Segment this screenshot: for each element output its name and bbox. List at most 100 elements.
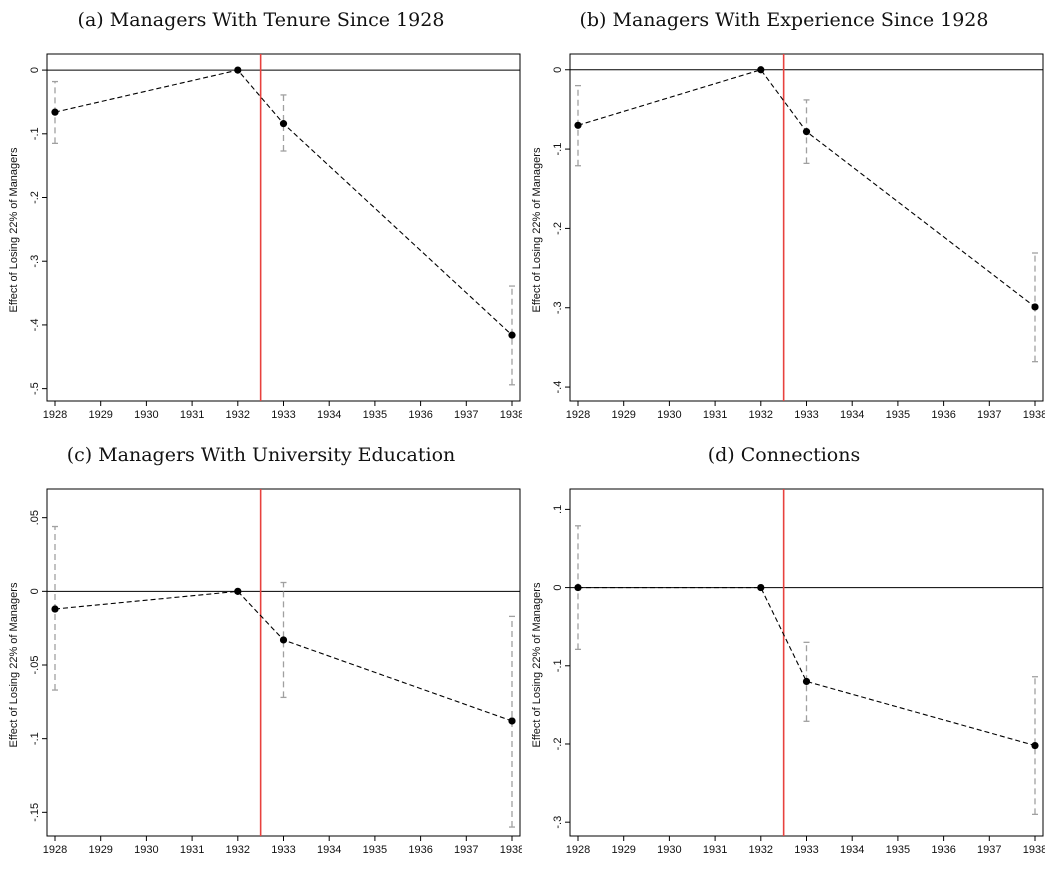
panel-d: (d) Connections 1928 1929 1930 1931 1932 1933…	[523, 435, 1045, 870]
y-tick-label: -.3	[552, 816, 564, 829]
data-point	[279, 636, 288, 644]
x-tick-label: 1932	[749, 844, 773, 856]
x-tick-label: 1937	[977, 844, 1001, 856]
y-tick-label: -.1	[552, 143, 564, 156]
x-tick-label: 1938	[500, 844, 522, 856]
x-tick-label: 1928	[566, 844, 590, 856]
x-tick-label: 1931	[180, 844, 204, 856]
x-tick-label: 1929	[611, 844, 635, 856]
data-point	[802, 128, 811, 136]
y-tick-label: .1	[552, 505, 564, 514]
data-point	[574, 121, 582, 129]
y-axis-title: Effect of Losing 22% of Managers	[531, 147, 543, 312]
y-tick-label: -.2	[29, 191, 41, 204]
y-axis-title: Effect of Losing 22% of Managers	[8, 582, 20, 747]
x-tick-label: 1933	[794, 409, 818, 421]
panel-a: (a) Managers With Tenure Since 1928 1928…	[0, 0, 522, 435]
x-tick-label: 1934	[840, 844, 864, 856]
x-tick-label: 1935	[886, 844, 910, 856]
data-point	[51, 108, 59, 116]
y-tick-label: -.1	[29, 732, 41, 745]
chart-panel-c: 1928 1929 1930 1931 1932 1933 1934 1935 1936 1937…	[8, 488, 522, 856]
x-tick-label: 1936	[408, 844, 432, 856]
x-tick-label: 1938	[1023, 409, 1045, 421]
x-tick-label: 1935	[886, 409, 910, 421]
x-tick-label: 1933	[271, 844, 295, 856]
x-tick-label: 1929	[611, 409, 635, 421]
x-tick-label: 1935	[363, 844, 387, 856]
panel-title: (d) Connections	[707, 444, 861, 466]
y-tick-label: -.2	[552, 738, 564, 751]
data-point	[51, 605, 59, 613]
x-tick-label: 1930	[657, 844, 681, 856]
x-tick-label: 1929	[88, 409, 112, 421]
panel-b: (b) Managers With Experience Since 1928 …	[523, 0, 1045, 435]
x-tick-label: 1928	[43, 409, 67, 421]
y-tick-label: 0	[29, 588, 41, 594]
x-tick-label: 1930	[134, 844, 158, 856]
x-tick-label: 1936	[931, 409, 955, 421]
y-tick-label: -.15	[29, 803, 41, 822]
x-tick-label: 1931	[180, 409, 204, 421]
y-tick-label: -.2	[552, 222, 564, 235]
data-point	[1031, 303, 1039, 311]
x-tick-label: 1934	[840, 409, 864, 421]
chart-panel-b: 1928 1929 1930 1931 1932 1933 1934 1935 1936 1937…	[531, 53, 1045, 421]
data-point	[234, 587, 242, 595]
series-line	[578, 587, 1036, 747]
x-tick-label: 1928	[566, 409, 590, 421]
x-tick-label: 1932	[749, 409, 773, 421]
y-tick-label: -.1	[29, 127, 41, 140]
x-tick-label: 1928	[43, 844, 67, 856]
x-tick-label: 1936	[931, 844, 955, 856]
y-tick-label: -.05	[29, 656, 41, 675]
x-tick-label: 1930	[657, 409, 681, 421]
chart-panel-a: 1928 1929 1930 1931 1932 1933 1934 1935 1936 1937…	[8, 53, 522, 421]
data-point	[757, 583, 765, 592]
y-tick-label: -.4	[552, 381, 564, 394]
panel-c: (c) Managers With University Education 1…	[0, 435, 522, 870]
y-tick-label: -.5	[29, 382, 41, 395]
x-tick-label: 1930	[134, 409, 158, 421]
x-tick-label: 1937	[454, 409, 478, 421]
x-tick-label: 1935	[363, 409, 387, 421]
x-tick-label: 1937	[977, 409, 1001, 421]
y-tick-label: 0	[552, 585, 564, 591]
y-axis-title: Effect of Losing 22% of Managers	[531, 582, 543, 747]
x-tick-label: 1938	[1023, 844, 1045, 856]
y-tick-label: .05	[29, 510, 41, 525]
y-tick-label: -.3	[552, 301, 564, 314]
x-tick-label: 1938	[500, 409, 522, 421]
x-tick-label: 1933	[794, 844, 818, 856]
x-tick-label: 1937	[454, 844, 478, 856]
x-tick-label: 1931	[703, 844, 727, 856]
series-line	[577, 69, 1036, 308]
x-tick-label: 1929	[88, 844, 112, 856]
series-line	[54, 590, 513, 722]
y-tick-label: -.1	[552, 659, 564, 672]
x-tick-label: 1931	[703, 409, 727, 421]
y-tick-label: 0	[552, 67, 564, 73]
x-tick-label: 1934	[317, 844, 341, 856]
data-point	[1031, 741, 1039, 750]
x-tick-label: 1936	[408, 409, 432, 421]
x-tick-label: 1932	[226, 844, 250, 856]
plot-frame	[569, 488, 1044, 837]
data-point	[279, 120, 288, 128]
x-tick-label: 1934	[317, 409, 341, 421]
data-point	[508, 331, 516, 339]
panel-title: (a) Managers With Tenure Since 1928	[77, 9, 445, 31]
data-point	[757, 66, 765, 74]
x-tick-label: 1932	[226, 409, 250, 421]
data-point	[508, 717, 516, 725]
y-tick-label: -.3	[29, 255, 41, 268]
chart-panel-d: 1928 1929 1930 1931 1932 1933 1934 1935 1936 1937…	[531, 488, 1045, 856]
y-tick-label: -.4	[29, 319, 41, 332]
panel-title: (b) Managers With Experience Since 1928	[579, 9, 989, 31]
panel-title: (c) Managers With University Education	[66, 444, 456, 466]
data-point	[802, 677, 811, 686]
y-tick-label: 0	[29, 67, 41, 73]
data-point	[234, 66, 242, 74]
x-tick-label: 1933	[271, 409, 295, 421]
y-axis-title: Effect of Losing 22% of Managers	[8, 147, 20, 312]
